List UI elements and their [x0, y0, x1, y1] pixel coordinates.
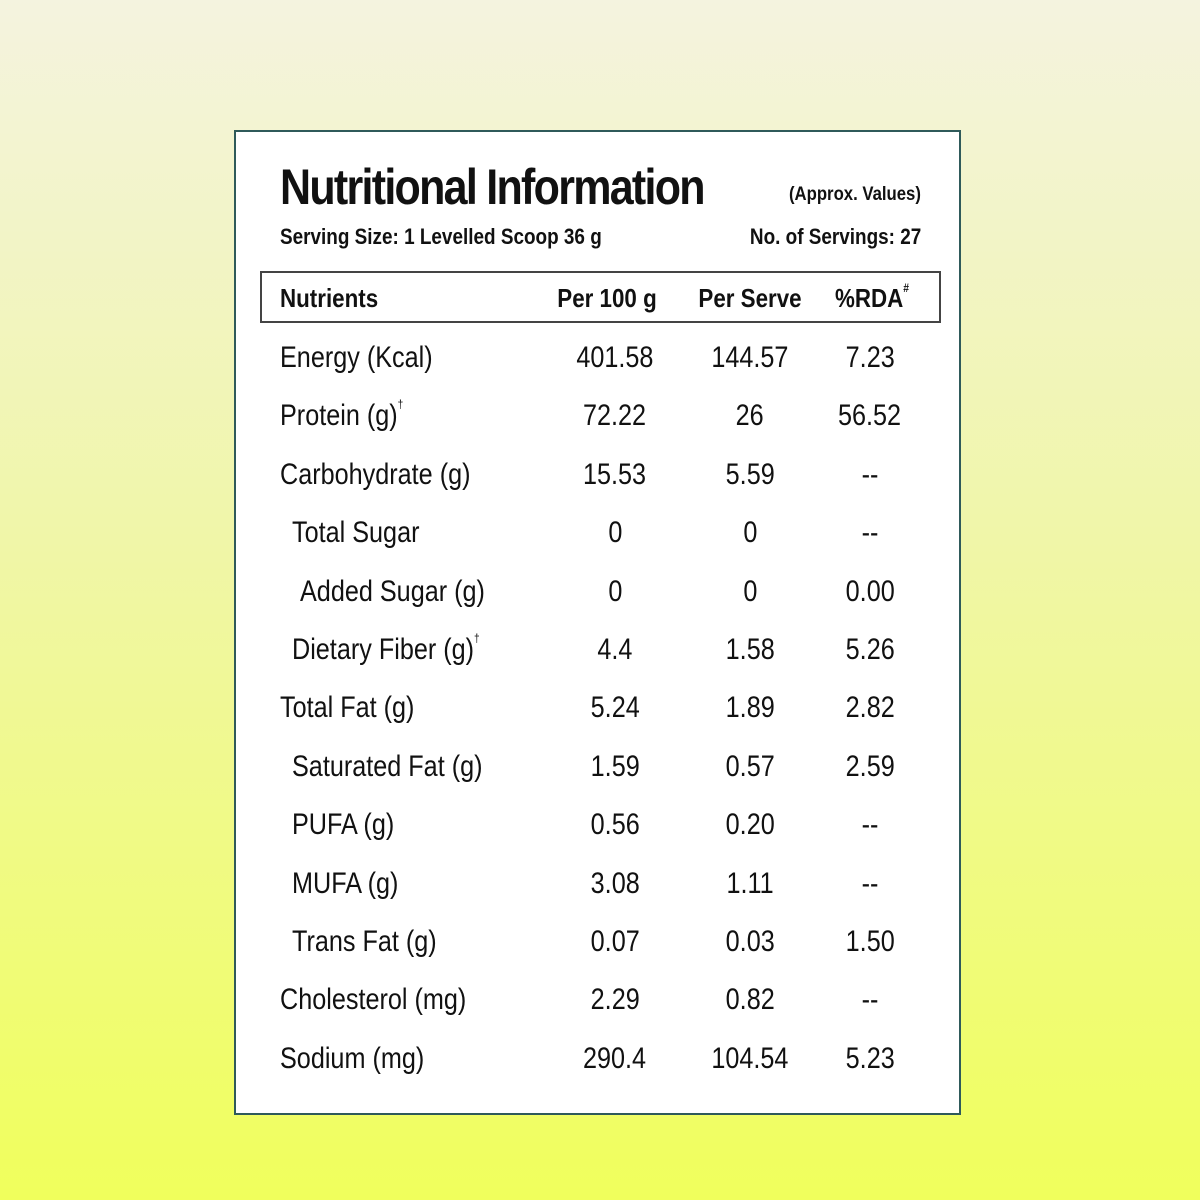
- rda-value: 5.23: [845, 1041, 895, 1075]
- table-row: Saturated Fat (g) 1.59 0.57 2.59: [236, 744, 959, 802]
- nutrient-label: Added Sugar (g): [300, 575, 485, 609]
- per-100g-value: 1.59: [590, 749, 640, 783]
- per-100g-value: 5.24: [590, 691, 640, 725]
- rda-value: 56.52: [838, 399, 902, 433]
- nutrient-label: Sodium (mg): [280, 1042, 424, 1076]
- per-serve-value: 0.03: [725, 924, 775, 958]
- nutrient-label-text: Total Sugar: [292, 516, 420, 550]
- header-rda-mark: #: [903, 281, 910, 295]
- per-100g-value: 72.22: [583, 399, 647, 433]
- per-serve-value: 104.54: [711, 1041, 789, 1075]
- rda-value: 2.82: [845, 691, 895, 725]
- nutrient-label: Saturated Fat (g): [292, 750, 482, 784]
- nutrient-label-text: Protein (g): [280, 399, 398, 433]
- nutrient-label-text: PUFA (g): [292, 808, 395, 842]
- table-row: Total Fat (g) 5.24 1.89 2.82: [236, 685, 959, 743]
- rda-value: --: [861, 808, 879, 842]
- per-100g-value: 290.4: [583, 1041, 647, 1075]
- per-100g-value: 0.07: [590, 924, 640, 958]
- table-row: Cholesterol (mg) 2.29 0.82 --: [236, 977, 959, 1035]
- rda-value: --: [861, 457, 879, 491]
- footnote-mark: †: [474, 630, 480, 645]
- rda-value: 5.26: [845, 632, 895, 666]
- nutrient-label: Energy (Kcal): [280, 341, 433, 375]
- table-row: Trans Fat (g) 0.07 0.03 1.50: [236, 919, 959, 977]
- per-serve-value: 26: [735, 399, 765, 433]
- table-row: Energy (Kcal) 401.58 144.57 7.23: [236, 335, 959, 393]
- nutrient-label-text: MUFA (g): [292, 866, 399, 900]
- rda-value: --: [861, 516, 879, 550]
- rda-value: 7.23: [845, 341, 895, 374]
- per-serve-value: 5.59: [725, 457, 775, 491]
- nutrient-label-text: Cholesterol (mg): [280, 983, 467, 1017]
- per-serve-value: 0.82: [725, 983, 775, 1017]
- per-100g-value: 4.4: [597, 632, 633, 666]
- per-serve-value: 0.20: [725, 808, 775, 842]
- per-serve-value: 1.89: [725, 691, 775, 725]
- header-nutrients: Nutrients: [280, 283, 379, 313]
- nutrient-label: Protein (g)†: [280, 397, 404, 433]
- nutrient-label-text: Saturated Fat (g): [292, 749, 483, 783]
- table-row: MUFA (g) 3.08 1.11 --: [236, 861, 959, 919]
- rda-value: --: [861, 983, 879, 1017]
- nutrient-label: Trans Fat (g): [292, 925, 437, 959]
- nutrient-label-text: Added Sugar (g): [300, 574, 485, 608]
- nutrition-panel: Nutritional Information (Approx. Values)…: [234, 130, 961, 1115]
- nutrient-label: Total Fat (g): [280, 691, 414, 725]
- header-per-serve-label: Per Serve: [698, 283, 802, 313]
- nutrient-label-text: Dietary Fiber (g): [292, 632, 475, 666]
- rda-value: 1.50: [845, 924, 895, 958]
- per-serve-value: 0.57: [725, 749, 775, 783]
- rda-value: --: [861, 866, 879, 900]
- nutrient-label-text: Energy (Kcal): [280, 341, 433, 374]
- per-100g-value: 2.29: [590, 983, 640, 1017]
- rda-value: 0.00: [845, 574, 895, 608]
- nutrient-table-body: Energy (Kcal) 401.58 144.57 7.23 Protein (g)…: [236, 335, 959, 1094]
- title-row: Nutritional Information: [280, 158, 773, 216]
- nutrient-label-text: Sodium (mg): [280, 1041, 425, 1075]
- table-row: Protein (g)† 72.22 26 56.52: [236, 393, 959, 451]
- header-per-100g-label: Per 100 g: [557, 283, 657, 313]
- nutrient-label-text: Trans Fat (g): [292, 924, 437, 958]
- nutrient-label: Dietary Fiber (g)†: [292, 630, 480, 667]
- nutrient-label: Total Sugar: [292, 516, 419, 550]
- table-header: Nutrients Per 100 g Per Serve %RDA #: [260, 271, 941, 323]
- per-100g-value: 15.53: [583, 457, 647, 491]
- per-serve-value: 144.57: [711, 341, 789, 374]
- nutrient-label: Carbohydrate (g): [280, 458, 470, 492]
- per-100g-value: 0: [607, 516, 623, 550]
- table-row: Dietary Fiber (g)† 4.4 1.58 5.26: [236, 627, 959, 685]
- per-serve-value: 0: [742, 574, 758, 608]
- table-row: Added Sugar (g) 0 0 0.00: [236, 569, 959, 627]
- table-row: PUFA (g) 0.56 0.20 --: [236, 802, 959, 860]
- nutrient-label-text: Carbohydrate (g): [280, 457, 471, 491]
- rda-value: 2.59: [845, 749, 895, 783]
- per-100g-value: 3.08: [590, 866, 640, 900]
- table-row: Carbohydrate (g) 15.53 5.59 --: [236, 452, 959, 510]
- per-serve-value: 1.11: [726, 866, 774, 900]
- nutrient-label: Cholesterol (mg): [280, 983, 466, 1017]
- per-serve-value: 0: [742, 516, 758, 550]
- servings-count: No. of Servings: 27: [749, 224, 921, 249]
- serving-size: Serving Size: 1 Levelled Scoop 36 g: [280, 224, 602, 249]
- nutrient-label: PUFA (g): [292, 808, 394, 842]
- table-row: Total Sugar 0 0 --: [236, 510, 959, 568]
- page-title: Nutritional Information: [280, 159, 706, 215]
- per-100g-value: 0.56: [590, 808, 640, 842]
- nutrient-label-text: Total Fat (g): [280, 691, 415, 725]
- nutrient-label: MUFA (g): [292, 867, 398, 901]
- footnote-mark: †: [397, 397, 404, 412]
- title-note: (Approx. Values): [789, 184, 921, 205]
- header-rda-label: %RDA: [834, 283, 904, 313]
- table-row: Sodium (mg) 290.4 104.54 5.23: [236, 1036, 959, 1094]
- per-100g-value: 401.58: [576, 341, 654, 374]
- per-serve-value: 1.58: [725, 632, 775, 666]
- per-100g-value: 0: [607, 574, 623, 608]
